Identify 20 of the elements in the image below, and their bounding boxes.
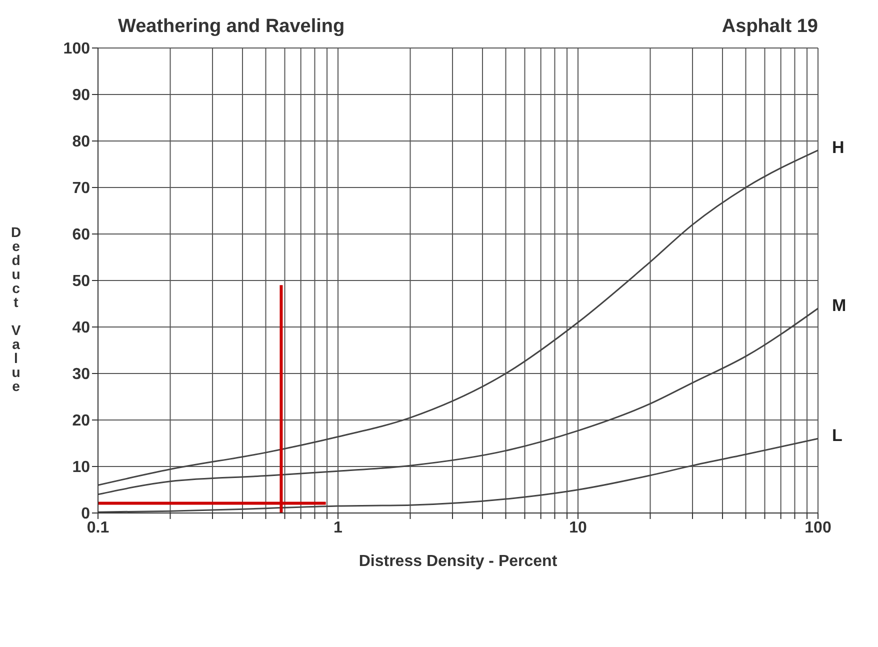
x-tick-label: 1: [334, 519, 343, 536]
series-label: H: [832, 138, 844, 157]
y-tick-label: 50: [72, 273, 90, 290]
series-label: M: [832, 296, 846, 315]
x-tick-label: 100: [804, 519, 832, 536]
y-tick-label: 90: [72, 87, 90, 104]
x-axis-title: Distress Density - Percent: [358, 553, 558, 570]
y-tick-label: 40: [72, 320, 90, 337]
x-tick-label: 10: [569, 519, 587, 536]
y-tick-label: 80: [72, 134, 90, 151]
y-tick-label: 60: [72, 226, 90, 244]
series-label: L: [832, 426, 842, 446]
y-tick-label: 20: [72, 412, 90, 430]
chart-title: Weathering and Raveling: [118, 16, 345, 38]
y-tick-label: 10: [72, 459, 90, 476]
y-tick-label: 30: [72, 366, 90, 384]
text: Asphalt 19: [722, 16, 818, 38]
y-tick-label: 70: [72, 180, 90, 198]
y-axis-title: Deduct Value: [8, 224, 25, 392]
y-tick-label: 100: [63, 40, 90, 58]
